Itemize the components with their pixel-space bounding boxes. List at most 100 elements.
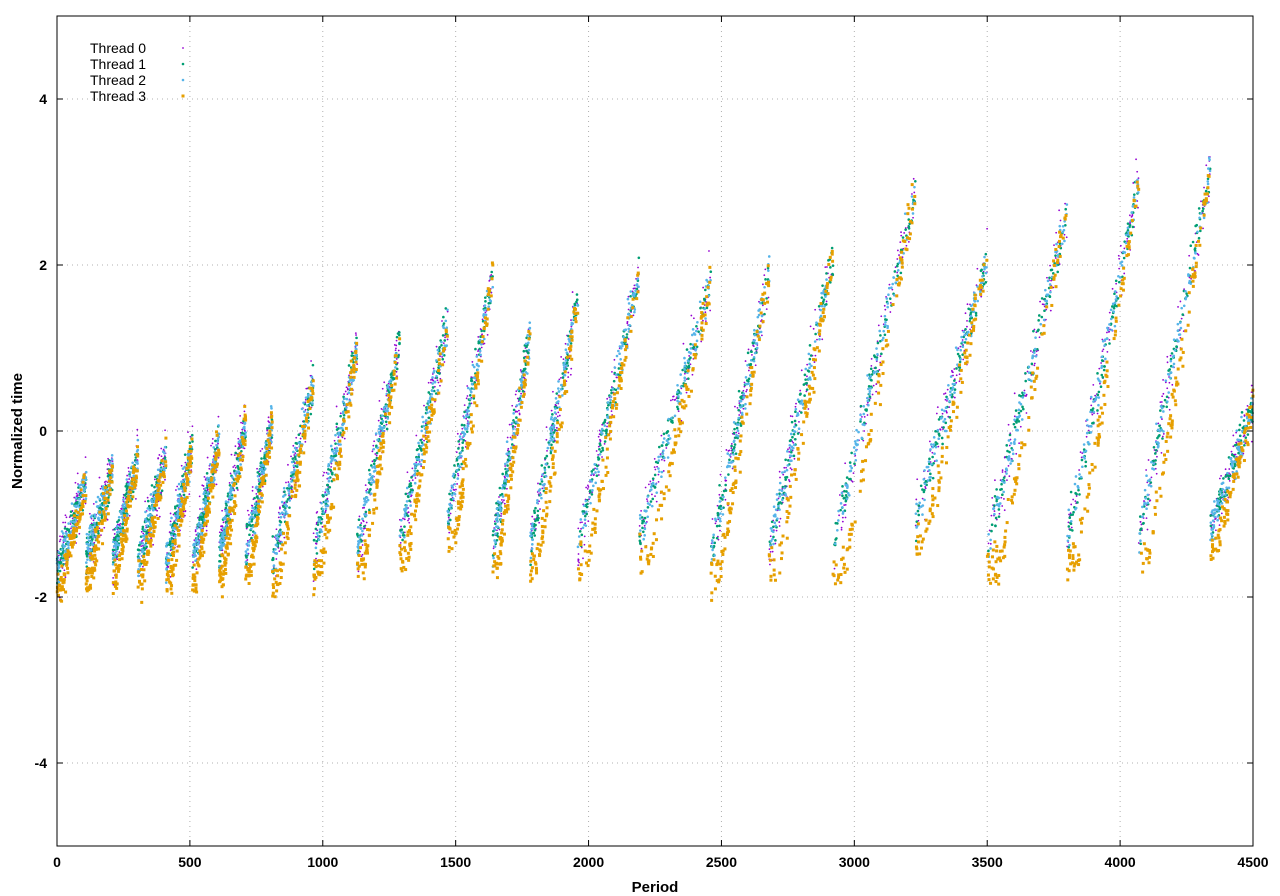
data-point (814, 354, 817, 357)
data-point (1001, 505, 1004, 507)
data-point (1217, 493, 1221, 496)
data-point (597, 474, 600, 476)
data-point (245, 527, 248, 530)
data-point (538, 521, 541, 524)
data-point (794, 410, 797, 413)
data-point (838, 494, 841, 496)
data-point (734, 405, 736, 408)
data-point (448, 492, 451, 496)
data-point (410, 495, 412, 498)
data-point (991, 496, 994, 499)
data-point (256, 467, 258, 470)
data-point (260, 457, 263, 460)
data-point (699, 306, 702, 310)
data-point (444, 336, 447, 339)
data-point (480, 329, 483, 333)
data-point (1166, 361, 1169, 364)
data-point (176, 493, 180, 497)
data-point (791, 435, 794, 439)
data-point (232, 466, 235, 468)
data-point (653, 473, 657, 477)
data-point (964, 327, 967, 331)
data-point (627, 338, 630, 340)
data-point (536, 509, 540, 513)
data-point (921, 497, 924, 500)
data-point (539, 508, 541, 510)
data-point (511, 404, 514, 407)
data-point (733, 427, 736, 431)
data-point (357, 570, 360, 573)
data-point (1084, 464, 1087, 468)
data-point (466, 395, 469, 397)
data-point (984, 281, 988, 284)
data-point (531, 515, 534, 518)
data-point (592, 468, 595, 471)
data-point (240, 421, 242, 424)
data-point (508, 423, 511, 426)
data-point (477, 336, 480, 338)
data-point (916, 478, 919, 481)
data-point (188, 493, 191, 496)
data-point (504, 465, 507, 467)
data-point (515, 390, 518, 393)
data-point (790, 468, 793, 471)
data-point (1123, 272, 1126, 275)
data-point (215, 483, 218, 486)
data-point (77, 497, 81, 501)
data-point (466, 385, 469, 387)
data-point (385, 423, 388, 426)
data-point (290, 474, 293, 477)
data-point (1111, 287, 1114, 290)
data-point (1145, 469, 1148, 471)
data-point (735, 426, 739, 430)
data-point (198, 495, 201, 498)
data-point (1243, 434, 1246, 437)
data-point (875, 390, 878, 393)
data-point (994, 479, 996, 482)
data-point (66, 542, 70, 545)
data-point (655, 500, 658, 503)
data-point (884, 308, 887, 311)
data-point (919, 484, 923, 488)
data-point (849, 477, 852, 481)
data-point (335, 405, 338, 408)
data-point (769, 563, 771, 566)
data-point (1091, 421, 1094, 425)
data-point (1037, 319, 1040, 322)
data-point (928, 457, 931, 461)
data-point (169, 512, 172, 515)
data-point (1070, 503, 1073, 506)
data-point (938, 434, 941, 437)
data-point (141, 541, 145, 545)
data-point (545, 438, 548, 441)
data-point (784, 458, 787, 462)
data-point (62, 539, 65, 542)
data-point (826, 266, 828, 268)
data-point (1179, 300, 1182, 303)
data-point (747, 348, 750, 351)
data-point (869, 367, 873, 371)
data-point (357, 518, 361, 522)
data-point (705, 306, 709, 310)
data-point (278, 520, 282, 523)
data-point (57, 580, 61, 584)
data-point (501, 472, 504, 476)
data-point (912, 216, 914, 219)
data-point (100, 534, 102, 537)
data-point (627, 295, 630, 298)
data-point (399, 541, 402, 544)
data-point (145, 547, 148, 550)
data-point (1080, 458, 1084, 462)
data-point (606, 422, 609, 425)
data-point (555, 426, 558, 429)
data-point (73, 496, 76, 499)
data-point (662, 432, 666, 436)
data-point (579, 521, 582, 524)
data-point (84, 502, 87, 505)
data-point (1013, 415, 1016, 418)
data-point (700, 340, 703, 343)
data-point (724, 479, 727, 482)
data-point (400, 525, 402, 528)
data-point (964, 312, 967, 315)
data-point (379, 435, 381, 438)
